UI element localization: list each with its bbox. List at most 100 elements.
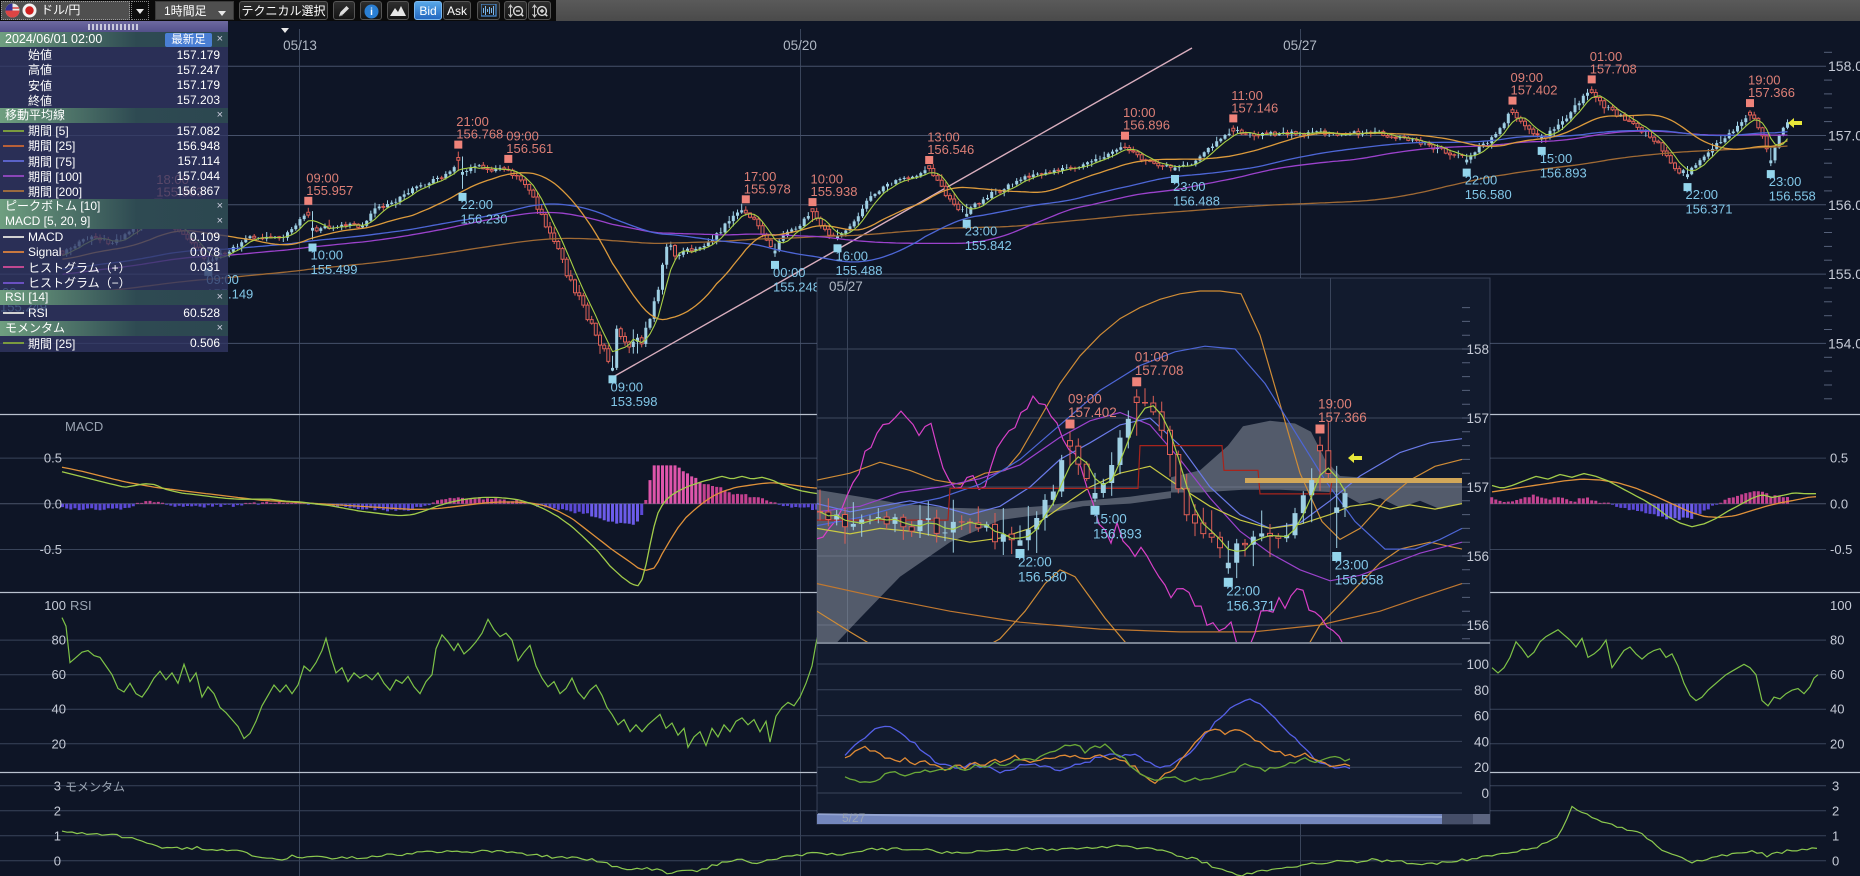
svg-text:156.488: 156.488 xyxy=(1173,194,1220,209)
svg-text:i: i xyxy=(370,7,373,18)
svg-text:23:00: 23:00 xyxy=(1173,179,1206,194)
svg-text:156.371: 156.371 xyxy=(1686,202,1733,217)
svg-text:22:00: 22:00 xyxy=(1686,187,1719,202)
svg-text:05/27: 05/27 xyxy=(1283,38,1317,53)
svg-text:09:00: 09:00 xyxy=(1068,392,1102,407)
svg-text:1: 1 xyxy=(1832,828,1839,843)
svg-text:22:00: 22:00 xyxy=(1226,583,1260,598)
svg-text:60: 60 xyxy=(1830,667,1844,682)
svg-text:16:00: 16:00 xyxy=(836,248,869,263)
svg-text:20: 20 xyxy=(52,736,66,751)
svg-text:2: 2 xyxy=(54,803,61,818)
svg-text:3: 3 xyxy=(54,778,61,793)
svg-text:0.5: 0.5 xyxy=(1830,451,1848,466)
svg-text:15:00: 15:00 xyxy=(1093,511,1127,526)
svg-text:21:00: 21:00 xyxy=(456,114,489,129)
svg-text:157: 157 xyxy=(1466,411,1489,426)
svg-text:157: 157 xyxy=(1466,480,1489,495)
svg-text:155.842: 155.842 xyxy=(965,238,1012,253)
svg-text:-0.5: -0.5 xyxy=(40,542,62,557)
svg-text:157.708: 157.708 xyxy=(1590,61,1637,76)
svg-text:100: 100 xyxy=(1830,598,1852,613)
svg-text:153.598: 153.598 xyxy=(611,394,658,409)
svg-text:3: 3 xyxy=(1832,778,1839,793)
svg-text:00:00: 00:00 xyxy=(773,265,806,280)
svg-text:23:00: 23:00 xyxy=(965,224,998,239)
svg-text:157.402: 157.402 xyxy=(1511,83,1558,98)
svg-text:0.0: 0.0 xyxy=(44,496,62,511)
svg-text:-0.5: -0.5 xyxy=(1830,542,1852,557)
svg-text:RSI: RSI xyxy=(70,598,92,613)
svg-text:80: 80 xyxy=(52,633,66,648)
svg-text:156.230: 156.230 xyxy=(461,211,508,226)
svg-text:155.488: 155.488 xyxy=(836,263,883,278)
svg-text:0.5: 0.5 xyxy=(44,451,62,466)
svg-text:09:00: 09:00 xyxy=(506,128,539,143)
svg-text:0.0: 0.0 xyxy=(1830,496,1848,511)
svg-text:156.0: 156.0 xyxy=(1828,197,1860,213)
svg-text:17:00: 17:00 xyxy=(744,169,777,184)
svg-text:0: 0 xyxy=(54,853,61,868)
svg-text:01:00: 01:00 xyxy=(1590,49,1623,64)
svg-text:10:00: 10:00 xyxy=(311,248,344,263)
svg-text:23:00: 23:00 xyxy=(1769,174,1802,189)
svg-text:157.366: 157.366 xyxy=(1318,410,1367,425)
svg-text:155.978: 155.978 xyxy=(744,181,791,196)
svg-text:19:00: 19:00 xyxy=(1318,397,1352,412)
svg-text:155.957: 155.957 xyxy=(306,183,353,198)
svg-text:156.558: 156.558 xyxy=(1335,573,1384,588)
svg-text:MACD: MACD xyxy=(65,419,103,434)
svg-text:156.580: 156.580 xyxy=(1465,187,1512,202)
svg-text:100: 100 xyxy=(44,598,66,613)
svg-text:13:00: 13:00 xyxy=(927,130,960,145)
svg-text:156.896: 156.896 xyxy=(1123,118,1170,133)
svg-text:156: 156 xyxy=(1466,549,1489,564)
svg-text:157.146: 157.146 xyxy=(1231,100,1278,115)
svg-text:01:00: 01:00 xyxy=(1135,349,1169,364)
svg-text:155.938: 155.938 xyxy=(811,184,858,199)
svg-text:158.0: 158.0 xyxy=(1828,58,1860,74)
svg-text:158: 158 xyxy=(1466,342,1489,357)
svg-text:09:00: 09:00 xyxy=(611,379,644,394)
svg-text:156: 156 xyxy=(1466,618,1489,633)
svg-text:156.546: 156.546 xyxy=(927,142,974,157)
svg-text:80: 80 xyxy=(1830,633,1844,648)
svg-text:22:00: 22:00 xyxy=(461,197,494,212)
svg-text:80: 80 xyxy=(1474,683,1489,698)
svg-text:157.708: 157.708 xyxy=(1135,363,1184,378)
svg-text:2: 2 xyxy=(1832,803,1839,818)
svg-text:100: 100 xyxy=(1466,657,1489,672)
svg-text:22:00: 22:00 xyxy=(1465,173,1498,188)
svg-text:22:00: 22:00 xyxy=(1018,555,1052,570)
svg-text:157.0: 157.0 xyxy=(1828,128,1860,144)
svg-text:20: 20 xyxy=(1474,760,1489,775)
svg-text:1: 1 xyxy=(54,828,61,843)
svg-text:156.893: 156.893 xyxy=(1093,526,1142,541)
svg-text:05/13: 05/13 xyxy=(283,38,317,53)
svg-text:156.371: 156.371 xyxy=(1226,598,1275,613)
svg-text:157.402: 157.402 xyxy=(1068,405,1117,420)
svg-text:60: 60 xyxy=(52,667,66,682)
svg-text:0: 0 xyxy=(1832,853,1839,868)
svg-text:05/27: 05/27 xyxy=(829,279,863,294)
svg-text:156.558: 156.558 xyxy=(1769,189,1816,204)
svg-text:10:00: 10:00 xyxy=(811,172,844,187)
svg-text:155.499: 155.499 xyxy=(311,262,358,277)
svg-text:40: 40 xyxy=(1830,702,1844,717)
svg-text:23:00: 23:00 xyxy=(1335,558,1369,573)
svg-text:0: 0 xyxy=(1481,786,1489,801)
svg-text:20: 20 xyxy=(1830,736,1844,751)
svg-text:154.0: 154.0 xyxy=(1828,335,1860,351)
svg-text:156.893: 156.893 xyxy=(1540,165,1587,180)
svg-text:09:00: 09:00 xyxy=(306,170,339,185)
svg-text:19:00: 19:00 xyxy=(1748,73,1781,88)
svg-text:60: 60 xyxy=(1474,709,1489,724)
svg-text:156.580: 156.580 xyxy=(1018,570,1067,585)
svg-text:05/20: 05/20 xyxy=(783,38,817,53)
svg-text:10:00: 10:00 xyxy=(1123,105,1156,120)
svg-text:40: 40 xyxy=(1474,734,1489,749)
svg-text:156.768: 156.768 xyxy=(456,127,503,142)
svg-text:15:00: 15:00 xyxy=(1540,151,1573,166)
svg-text:155.248: 155.248 xyxy=(773,279,820,294)
svg-text:40: 40 xyxy=(52,702,66,717)
